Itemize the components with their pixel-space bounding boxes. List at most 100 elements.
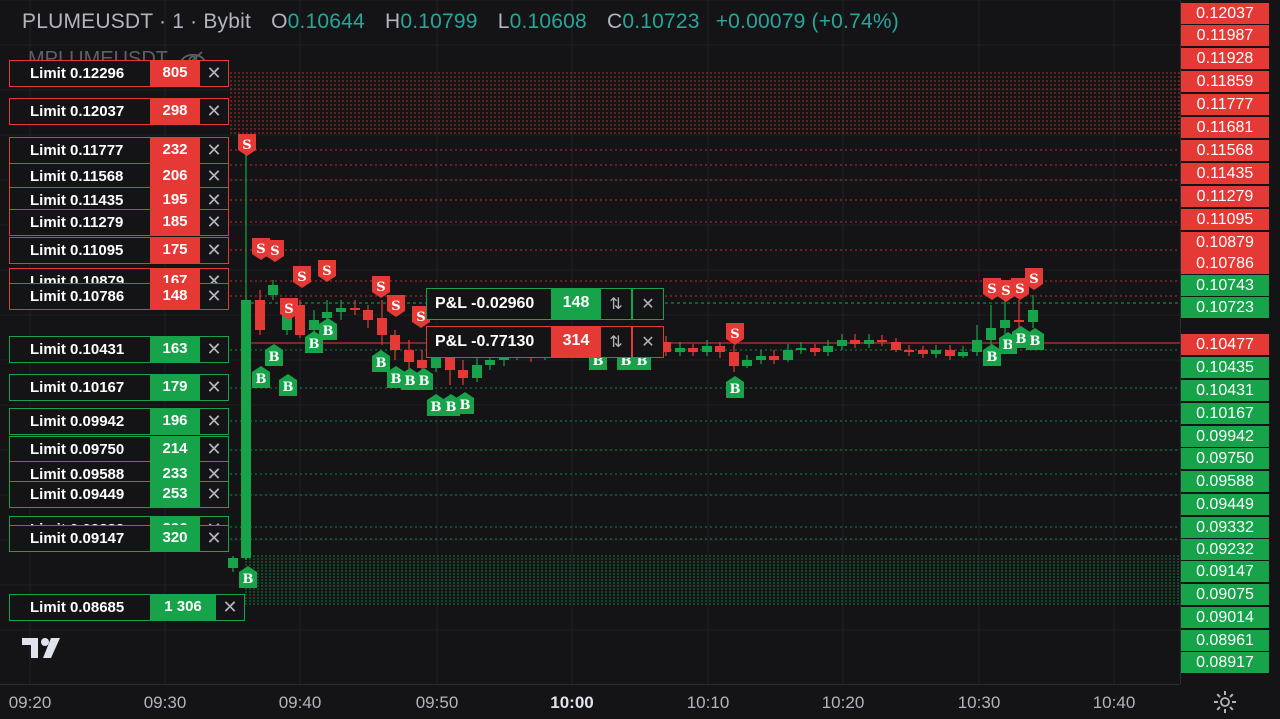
- order-price-label[interactable]: Limit 0.09147: [9, 525, 151, 552]
- candle: [823, 340, 833, 356]
- open-key: O: [271, 10, 288, 33]
- order-quantity[interactable]: 175: [151, 237, 199, 264]
- candle: [241, 150, 251, 560]
- order-quantity[interactable]: 179: [151, 374, 199, 401]
- sell-limit-order[interactable]: Limit 0.10786 148 ✕: [9, 283, 229, 310]
- sell-limit-order[interactable]: Limit 0.12037 298 ✕: [9, 98, 229, 125]
- close-icon[interactable]: ✕: [632, 288, 664, 320]
- order-quantity[interactable]: 1 306: [151, 594, 215, 621]
- order-price-label[interactable]: Limit 0.12296: [9, 60, 151, 87]
- buy-limit-order[interactable]: Limit 0.09942 196 ✕: [9, 408, 229, 435]
- price-tag: 0.11279: [1181, 186, 1269, 207]
- close-icon[interactable]: ✕: [199, 374, 229, 401]
- close-icon[interactable]: ✕: [199, 336, 229, 363]
- order-price-label[interactable]: Limit 0.08685: [9, 594, 151, 621]
- order-price-label[interactable]: Limit 0.11095: [9, 237, 151, 264]
- sell-marker: S: [1011, 278, 1029, 300]
- sell-limit-order[interactable]: Limit 0.11777 232 ✕: [9, 137, 229, 164]
- order-quantity[interactable]: 148: [151, 283, 199, 310]
- order-price-label[interactable]: Limit 0.10167: [9, 374, 151, 401]
- close-icon[interactable]: ✕: [199, 283, 229, 310]
- buy-limit-order[interactable]: Limit 0.09750 214 ✕: [9, 436, 229, 463]
- sell-limit-order[interactable]: Limit 0.11095 175 ✕: [9, 237, 229, 264]
- order-quantity[interactable]: 298: [151, 98, 199, 125]
- order-quantity[interactable]: 320: [151, 525, 199, 552]
- price-tag: 0.08917: [1181, 652, 1269, 673]
- candle: [904, 345, 914, 356]
- buy-limit-order[interactable]: Limit 0.10167 179 ✕: [9, 374, 229, 401]
- close-key: C: [606, 10, 623, 33]
- svg-text:S: S: [297, 270, 306, 285]
- order-price-label[interactable]: Limit 0.09942: [9, 408, 151, 435]
- order-quantity[interactable]: 185: [151, 209, 199, 236]
- reverse-arrows-icon[interactable]: ⇅: [600, 288, 632, 320]
- symbol-title[interactable]: PLUMEUSDT · 1 · Bybit: [22, 10, 252, 33]
- order-quantity[interactable]: 163: [151, 336, 199, 363]
- buy-limit-order[interactable]: Limit 0.09449 253 ✕: [9, 481, 229, 508]
- close-icon[interactable]: ✕: [632, 326, 664, 358]
- buy-marker: B: [415, 368, 433, 390]
- close-icon[interactable]: ✕: [199, 525, 229, 552]
- candle: [945, 345, 955, 360]
- order-quantity[interactable]: 206: [151, 163, 199, 190]
- price-tag: 0.11777: [1181, 94, 1269, 115]
- order-price-label[interactable]: Limit 0.11777: [9, 137, 151, 164]
- tradingview-logo[interactable]: [18, 628, 66, 668]
- sell-limit-order[interactable]: Limit 0.11568 206 ✕: [9, 163, 229, 190]
- sell-marker: S: [372, 276, 390, 298]
- price-tag: 0.09750: [1181, 448, 1269, 469]
- sell-marker: S: [387, 295, 405, 317]
- order-quantity[interactable]: 253: [151, 481, 199, 508]
- order-price-label[interactable]: Limit 0.09750: [9, 436, 151, 463]
- svg-text:S: S: [391, 299, 400, 314]
- gear-icon[interactable]: [1213, 690, 1237, 714]
- svg-text:B: B: [431, 400, 442, 415]
- position-pnl[interactable]: P&L -0.77130 314 ⇅ ✕: [426, 326, 664, 358]
- buy-limit-order[interactable]: Limit 0.08685 1 306 ✕: [9, 594, 245, 621]
- order-quantity[interactable]: 214: [151, 436, 199, 463]
- buy-limit-order[interactable]: Limit 0.10431 163 ✕: [9, 336, 229, 363]
- close-icon[interactable]: ✕: [215, 594, 245, 621]
- order-price-label[interactable]: Limit 0.11568: [9, 163, 151, 190]
- buy-limit-order[interactable]: Limit 0.09147 320 ✕: [9, 525, 229, 552]
- close-icon[interactable]: ✕: [199, 137, 229, 164]
- order-quantity[interactable]: 805: [151, 60, 199, 87]
- candle: [918, 346, 928, 358]
- sell-limit-order[interactable]: Limit 0.12296 805 ✕: [9, 60, 229, 87]
- order-price-label[interactable]: Limit 0.10786: [9, 283, 151, 310]
- close-icon[interactable]: ✕: [199, 209, 229, 236]
- candle: [458, 360, 468, 385]
- svg-text:S: S: [416, 310, 425, 325]
- candle: [1014, 300, 1024, 330]
- order-price-label[interactable]: Limit 0.10431: [9, 336, 151, 363]
- price-tag: 0.09232: [1181, 539, 1269, 560]
- close-icon[interactable]: ✕: [199, 237, 229, 264]
- close-icon[interactable]: ✕: [199, 436, 229, 463]
- order-price-label[interactable]: Limit 0.11279: [9, 209, 151, 236]
- close-icon[interactable]: ✕: [199, 481, 229, 508]
- order-quantity[interactable]: 232: [151, 137, 199, 164]
- close-icon[interactable]: ✕: [199, 408, 229, 435]
- buy-marker: B: [983, 344, 1001, 366]
- buy-marker: B: [427, 394, 445, 416]
- order-price-label[interactable]: Limit 0.12037: [9, 98, 151, 125]
- close-icon[interactable]: ✕: [199, 98, 229, 125]
- close-icon[interactable]: ✕: [199, 163, 229, 190]
- candle: [783, 344, 793, 362]
- position-pnl[interactable]: P&L -0.02960 148 ⇅ ✕: [426, 288, 664, 320]
- price-tag: 0.11681: [1181, 117, 1269, 138]
- time-axis[interactable]: 09:20 09:30 09:40 09:50 10:00 10:10 10:20 10:30…: [0, 684, 1180, 719]
- order-price-label[interactable]: Limit 0.09449: [9, 481, 151, 508]
- buy-marker: B: [372, 350, 390, 372]
- price-tag: 0.10786: [1181, 253, 1269, 274]
- candle: [931, 345, 941, 358]
- price-axis[interactable]: 0.12037 0.11987 0.11928 0.11859 0.11777 0.116…: [1180, 0, 1280, 684]
- close-icon[interactable]: ✕: [199, 60, 229, 87]
- sell-marker: S: [238, 134, 256, 156]
- reverse-arrows-icon[interactable]: ⇅: [600, 326, 632, 358]
- sell-limit-order[interactable]: Limit 0.11279 185 ✕: [9, 209, 229, 236]
- svg-text:S: S: [256, 242, 265, 257]
- time-tick-label: 09:30: [143, 693, 187, 712]
- order-quantity[interactable]: 196: [151, 408, 199, 435]
